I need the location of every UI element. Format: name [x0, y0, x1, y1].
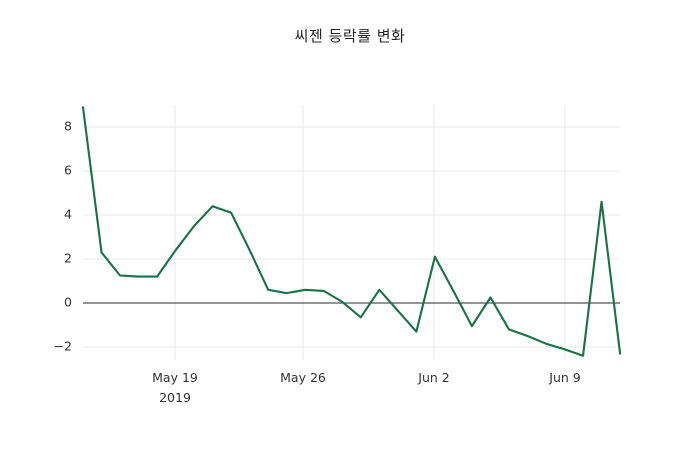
- y-tick-label: 6: [64, 163, 72, 178]
- x-tick-label: May 26: [280, 370, 326, 385]
- y-tick-label: 4: [64, 207, 72, 222]
- chart-title: 씨젠 등락률 변화: [294, 27, 406, 45]
- data-series-line: [81, 106, 622, 357]
- vertical-gridlines: [174, 105, 566, 360]
- x-tick-label: May 19: [152, 370, 198, 385]
- y-tick-label: 8: [64, 119, 72, 134]
- x-tick-label: Jun 2: [417, 370, 449, 385]
- x-axis-year-label: 2019: [159, 390, 191, 405]
- y-tick-label: 0: [64, 295, 72, 310]
- y-axis-tick-labels: 8 6 4 2 0 −2: [54, 119, 72, 354]
- x-axis-tick-labels: May 19 2019 May 26 Jun 2 Jun 9: [152, 370, 581, 405]
- y-tick-label: 2: [64, 251, 72, 266]
- x-tick-label: Jun 9: [548, 370, 581, 385]
- horizontal-gridlines: [83, 126, 620, 348]
- y-tick-label: −2: [54, 339, 72, 354]
